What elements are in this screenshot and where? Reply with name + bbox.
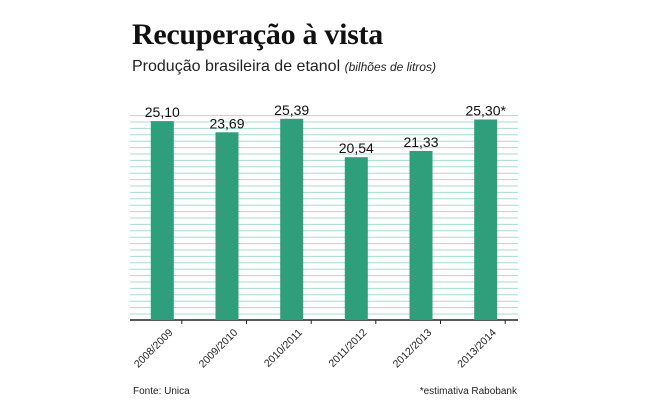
- x-tick-label: 2009/2010: [197, 327, 241, 371]
- data-label: 23,69: [209, 115, 244, 131]
- bar: [474, 119, 498, 320]
- x-tick-label: 2013/2014: [455, 327, 499, 371]
- bar: [150, 121, 174, 320]
- chart-subtitle: Produção brasileira de etanol (bilhões d…: [132, 58, 436, 76]
- x-tick-label: 2008/2009: [132, 327, 176, 371]
- bar: [344, 157, 368, 320]
- subtitle-text: Produção brasileira de etanol: [132, 58, 341, 75]
- data-label: 25,30*: [465, 103, 506, 119]
- data-label: 20,54: [339, 140, 374, 156]
- source-note: Fonte: Unica: [133, 386, 190, 397]
- bar: [215, 132, 239, 320]
- data-label: 25,10: [145, 104, 180, 120]
- x-tick-label: 2012/2013: [391, 327, 435, 371]
- bar: [280, 118, 304, 320]
- footnote: *estimativa Rabobank: [419, 386, 517, 397]
- chart-title: Recuperação à vista: [132, 18, 383, 51]
- data-label: 25,39: [274, 102, 309, 118]
- data-label: 21,33: [403, 134, 438, 150]
- bar: [409, 151, 433, 320]
- x-tick-label: 2010/2011: [262, 327, 305, 370]
- unit-note: (bilhões de litros): [344, 60, 436, 74]
- x-tick-label: 2011/2012: [326, 327, 369, 370]
